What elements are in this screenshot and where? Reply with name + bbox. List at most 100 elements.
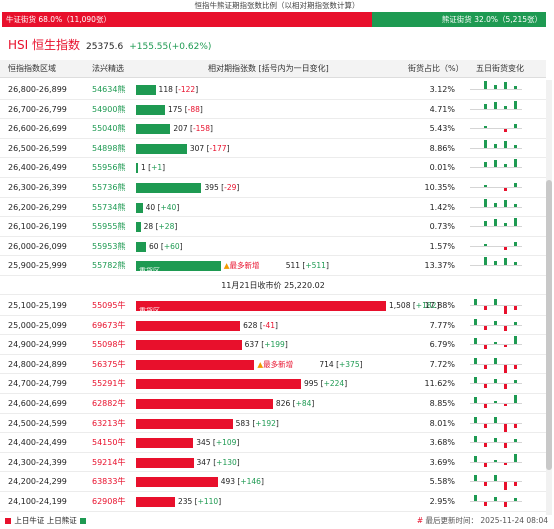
table-row[interactable]: 25,100-25,199 55095牛 重货区 1,508 [+182] 17.88% xyxy=(0,296,546,316)
warrant-code-link[interactable]: 63213牛 xyxy=(92,418,126,428)
index-value: 25375.6 xyxy=(86,42,124,52)
contracts-bar xyxy=(136,438,194,449)
five-day-sparkline xyxy=(470,100,522,119)
contracts-bar xyxy=(136,222,141,233)
sparkline-bar xyxy=(494,438,497,443)
sparkline-bar xyxy=(484,139,487,148)
five-day-sparkline xyxy=(470,316,522,335)
index-range: 24,700-24,799 xyxy=(8,379,67,389)
table-row[interactable]: 24,900-24,999 55098牛 637 [+199] 6.79% xyxy=(0,335,546,355)
warrant-code-link[interactable]: 54898熊 xyxy=(92,143,126,153)
table-row[interactable]: 25,000-25,099 69673牛 628 [-41] 7.77% xyxy=(0,316,546,336)
contracts-label: 1 [+1] xyxy=(141,163,166,173)
index-range: 25,000-25,099 xyxy=(8,320,67,330)
sparkline-bar xyxy=(514,336,517,345)
table-row[interactable]: 24,300-24,399 59214牛 347 [+130] 3.69% xyxy=(0,453,546,473)
header-share: 街货占比（%） xyxy=(408,64,464,73)
sparkline-bar xyxy=(484,126,487,129)
index-range: 26,600-26,699 xyxy=(8,124,67,134)
contracts-bar-cell: 重货区 ▲最多新增 511 [+511] xyxy=(136,256,466,275)
warrant-code-link[interactable]: 55734熊 xyxy=(92,202,126,212)
warrant-code-link[interactable]: 54900熊 xyxy=(92,104,126,114)
contracts-bar: 重货区 xyxy=(136,261,221,275)
sparkline-bar xyxy=(474,416,477,423)
contracts-label: 118 [-122] xyxy=(158,85,199,94)
table-row[interactable]: 26,400-26,499 55956熊 1 [+1] 0.01% xyxy=(0,158,546,178)
contracts-bar xyxy=(136,497,175,507)
table-row[interactable]: 24,500-24,599 63213牛 583 [+192] 8.01% xyxy=(0,414,546,434)
table-row[interactable]: 26,800-26,899 54634熊 118 [-122] 3.12% xyxy=(0,80,546,100)
warrant-code-link[interactable]: 54150牛 xyxy=(92,438,126,448)
index-range: 26,700-26,799 xyxy=(8,104,67,114)
contracts-count: 347 xyxy=(196,457,214,467)
share-percent: 0.73% xyxy=(429,222,455,232)
warrant-code-link[interactable]: 55095牛 xyxy=(92,301,126,310)
warrant-code-link[interactable]: 55955熊 xyxy=(92,222,126,232)
contracts-count: 395 xyxy=(204,183,222,192)
table-row[interactable]: 26,200-26,299 55734熊 40 [+40] 1.42% xyxy=(0,198,546,218)
warrant-code-link[interactable]: 59214牛 xyxy=(92,457,126,467)
table-row[interactable]: 24,800-24,899 56375牛 ▲最多新增 714 [+375] 7.72% xyxy=(0,355,546,375)
warrant-code-link[interactable]: 69673牛 xyxy=(92,320,126,330)
sparkline-bar xyxy=(514,439,517,443)
sparkline-baseline xyxy=(470,245,522,247)
contracts-label: 637 [+199] xyxy=(244,340,288,350)
sparkline-bar xyxy=(474,455,477,462)
sparkline-bar xyxy=(484,443,487,448)
table-row[interactable]: 26,700-26,799 54900熊 175 [-88] 4.71% xyxy=(0,100,546,120)
warrant-code-link[interactable]: 55953熊 xyxy=(92,241,126,251)
table-row[interactable]: 26,500-26,599 54898熊 307 [-177] 8.86% xyxy=(0,139,546,159)
warrant-code-link[interactable]: 55291牛 xyxy=(92,379,126,389)
sparkline-bar xyxy=(514,453,517,462)
five-day-sparkline xyxy=(470,433,522,452)
warrant-code-link[interactable]: 55040熊 xyxy=(92,124,126,134)
sparkline-bar xyxy=(504,223,507,227)
sparkline-bar xyxy=(504,105,507,109)
table-row[interactable]: 24,200-24,299 63833牛 493 [+146] 5.58% xyxy=(0,472,546,492)
warrant-code-link[interactable]: 62882牛 xyxy=(92,399,126,408)
table-row[interactable]: 24,100-24,199 62908牛 235 [+110] 2.95% xyxy=(0,492,546,512)
index-range: 25,900-25,999 xyxy=(8,261,67,271)
table-row[interactable]: 26,000-26,099 55953熊 60 [+60] 1.57% xyxy=(0,237,546,257)
warrant-code-link[interactable]: 55782熊 xyxy=(92,261,126,271)
warrant-code-link[interactable]: 54634熊 xyxy=(92,85,126,94)
sparkline-bar xyxy=(494,143,497,148)
warrant-code-link[interactable]: 63833牛 xyxy=(92,477,126,487)
table-row[interactable]: 24,400-24,499 54150牛 345 [+109] 3.68% xyxy=(0,433,546,453)
sparkline-baseline xyxy=(470,265,522,267)
contracts-label: 60 [+60] xyxy=(148,241,183,251)
warning-icon: ▲ xyxy=(223,261,230,271)
warrant-code-link[interactable]: 55956熊 xyxy=(92,163,126,173)
contracts-change: +84 xyxy=(295,399,312,408)
update-time-value: 2025-11-24 08:04 xyxy=(480,516,548,525)
sparkline-bar xyxy=(514,321,517,325)
table-row[interactable]: 26,300-26,399 55736熊 395 [-29] 10.35% xyxy=(0,178,546,198)
contracts-bar-cell: 395 [-29] xyxy=(136,178,466,197)
table-row[interactable]: 26,600-26,699 55040熊 207 [-158] 5.43% xyxy=(0,119,546,139)
table-row[interactable]: 24,700-24,799 55291牛 995 [+224] 11.62% xyxy=(0,374,546,394)
sparkline-bar xyxy=(494,342,497,345)
warrant-code-link[interactable]: 62908牛 xyxy=(92,497,126,506)
five-day-sparkline xyxy=(470,374,522,393)
table-row[interactable]: 24,600-24,699 62882牛 826 [+84] 8.85% xyxy=(0,394,546,414)
sparkline-bar xyxy=(484,162,487,168)
contracts-change: +146 xyxy=(240,477,261,487)
table-row[interactable]: 26,100-26,199 55955熊 28 [+28] 0.73% xyxy=(0,217,546,237)
contracts-label: 307 [-177] xyxy=(189,143,230,153)
contracts-change: +60 xyxy=(163,241,180,251)
table-row[interactable]: 25,900-25,999 55782熊 重货区 ▲最多新增 511 [+511] 13.… xyxy=(0,256,546,276)
warrant-code-link[interactable]: 55736熊 xyxy=(92,183,126,192)
warrant-code-link[interactable]: 56375牛 xyxy=(92,359,126,369)
contracts-change: +110 xyxy=(197,497,219,506)
scrollbar[interactable] xyxy=(546,80,552,515)
five-day-sparkline xyxy=(470,119,522,138)
contracts-bar-cell: 347 [+130] xyxy=(136,453,466,472)
index-range: 24,300-24,399 xyxy=(8,457,67,467)
sparkline-bar xyxy=(514,218,517,227)
scrollbar-thumb[interactable] xyxy=(546,180,552,470)
sparkline-bar xyxy=(504,502,507,507)
warrant-code-link[interactable]: 55098牛 xyxy=(92,340,126,350)
contracts-change: -29 xyxy=(224,183,237,192)
contracts-count: 60 xyxy=(148,241,161,251)
share-percent: 0.01% xyxy=(429,163,455,173)
